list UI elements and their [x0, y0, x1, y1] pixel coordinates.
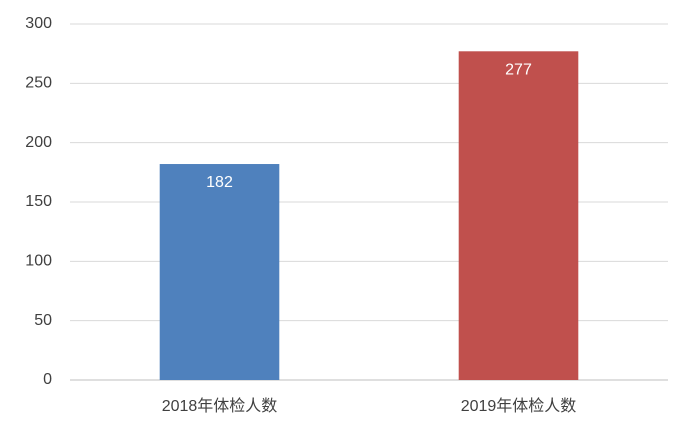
y-tick-label: 100	[25, 253, 52, 270]
y-tick-label: 150	[25, 193, 52, 210]
y-tick-label: 300	[25, 15, 52, 32]
y-tick-label: 250	[25, 75, 52, 92]
data-label: 182	[206, 174, 233, 191]
y-tick-label: 50	[34, 312, 52, 329]
x-tick-label: 2019年体检人数	[461, 397, 577, 415]
bar	[458, 51, 579, 380]
y-tick-label: 200	[25, 134, 52, 151]
bar	[159, 164, 280, 380]
y-tick-label: 0	[43, 371, 52, 388]
data-label: 277	[505, 62, 532, 79]
x-tick-label: 2018年体检人数	[162, 397, 278, 415]
